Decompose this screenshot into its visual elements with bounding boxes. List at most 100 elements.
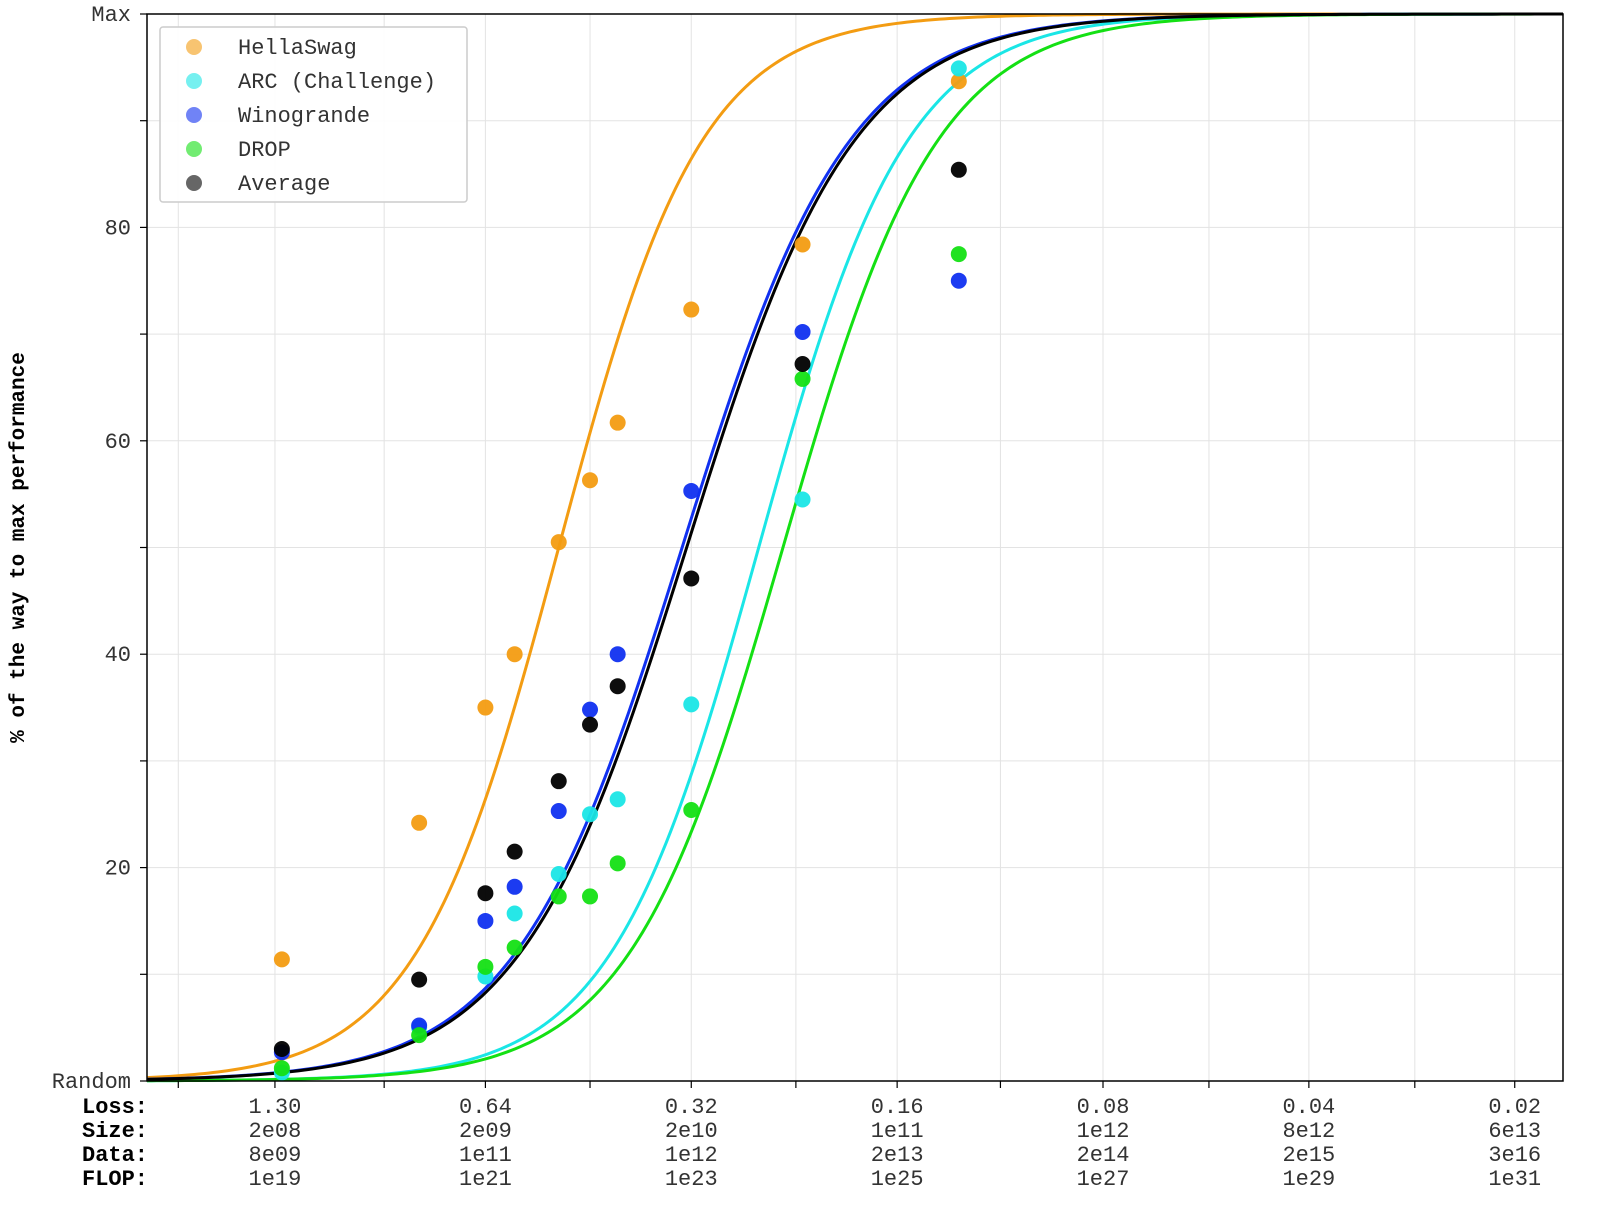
data-point [794, 236, 811, 253]
x-tick-label: 1e19 [249, 1167, 302, 1192]
x-row-label: Loss: [82, 1095, 148, 1120]
x-tick-label: 1.30 [249, 1095, 302, 1120]
data-point [550, 773, 567, 790]
grid [147, 14, 1563, 1081]
y-tick-label: 60 [105, 430, 131, 455]
data-point [609, 855, 626, 872]
data-point [582, 716, 599, 733]
x-tick-label: 1e11 [459, 1143, 512, 1168]
y-axis-label: % of the way to max performance [8, 352, 31, 743]
data-point [582, 806, 599, 823]
x-tick-label: 8e12 [1282, 1119, 1335, 1144]
data-point [411, 971, 428, 988]
x-row-label: FLOP: [82, 1167, 148, 1192]
x-tick-label: 1e25 [871, 1167, 924, 1192]
data-point [683, 801, 700, 818]
data-point [950, 73, 967, 90]
x-tick-label: 1e12 [1077, 1119, 1130, 1144]
x-tick-label: 2e14 [1077, 1143, 1130, 1168]
x-row-label: Size: [82, 1119, 148, 1144]
data-point [477, 958, 494, 975]
x-tick-label: 1e23 [665, 1167, 718, 1192]
legend-label: DROP [238, 138, 291, 163]
y-tick-label: Max [91, 3, 131, 28]
data-point [273, 951, 290, 968]
data-point [683, 301, 700, 318]
x-tick-label: 0.16 [871, 1095, 924, 1120]
data-point [950, 272, 967, 289]
x-tick-label: 6e13 [1488, 1119, 1541, 1144]
y-tick-label: 40 [105, 643, 131, 668]
x-tick-label: 1e21 [459, 1167, 512, 1192]
data-point [609, 791, 626, 808]
x-tick-label: 3e16 [1488, 1143, 1541, 1168]
data-point [506, 843, 523, 860]
x-tick-label: 2e10 [665, 1119, 718, 1144]
data-point [582, 888, 599, 905]
legend-marker [186, 175, 202, 191]
data-point [550, 803, 567, 820]
data-points [273, 60, 967, 1081]
data-point [794, 355, 811, 372]
x-row-label: Data: [82, 1143, 148, 1168]
legend-label: Average [238, 172, 330, 197]
x-tick-label: 0.02 [1488, 1095, 1541, 1120]
data-point [582, 472, 599, 489]
legend-marker [186, 39, 202, 55]
legend-box [159, 26, 468, 203]
y-tick-label: 80 [105, 216, 131, 241]
data-point [506, 646, 523, 663]
x-tick-label: 2e13 [871, 1143, 924, 1168]
x-tick-label: 1e29 [1282, 1167, 1335, 1192]
y-tick-label: 20 [105, 857, 131, 882]
data-point [411, 814, 428, 831]
x-tick-label: 0.04 [1282, 1095, 1335, 1120]
data-point [794, 491, 811, 508]
x-tick-label: 2e09 [459, 1119, 512, 1144]
x-tick-label: 1e27 [1077, 1167, 1130, 1192]
x-tick-label: 1e31 [1488, 1167, 1541, 1192]
data-point [477, 885, 494, 902]
data-point [950, 161, 967, 178]
y-tick-label: Random [52, 1070, 131, 1095]
data-point [273, 1060, 290, 1077]
legend-marker [186, 73, 202, 89]
data-point [683, 696, 700, 713]
data-point [411, 1027, 428, 1044]
data-point [794, 370, 811, 387]
data-point [683, 570, 700, 587]
data-point [477, 912, 494, 929]
data-point [683, 482, 700, 499]
data-point [950, 60, 967, 77]
data-point [477, 699, 494, 716]
legend: HellaSwag ARC (Challenge) Winogrande DROP Av… [159, 26, 468, 203]
data-point [550, 866, 567, 883]
x-tick-label: 2e15 [1282, 1143, 1335, 1168]
legend-marker [186, 141, 202, 157]
data-point [506, 939, 523, 956]
x-tick-label: 0.08 [1077, 1095, 1130, 1120]
data-point [273, 1040, 290, 1057]
x-tick-label: 2e08 [249, 1119, 302, 1144]
legend-label: HellaSwag [238, 36, 357, 61]
data-point [506, 878, 523, 895]
data-point [550, 534, 567, 551]
data-point [609, 646, 626, 663]
data-point [794, 323, 811, 340]
x-tick-label: 1e12 [665, 1143, 718, 1168]
data-point [506, 905, 523, 922]
x-tick-label: 8e09 [249, 1143, 302, 1168]
data-point [609, 678, 626, 695]
data-point [582, 701, 599, 718]
x-tick-label: 0.32 [665, 1095, 718, 1120]
legend-label: ARC (Challenge) [238, 70, 436, 95]
x-tick-label: 0.64 [459, 1095, 512, 1120]
x-tick-label: 1e11 [871, 1119, 924, 1144]
data-point [950, 246, 967, 263]
legend-label: Winogrande [238, 104, 370, 129]
legend-marker [186, 107, 202, 123]
data-point [550, 888, 567, 905]
data-point [609, 414, 626, 431]
